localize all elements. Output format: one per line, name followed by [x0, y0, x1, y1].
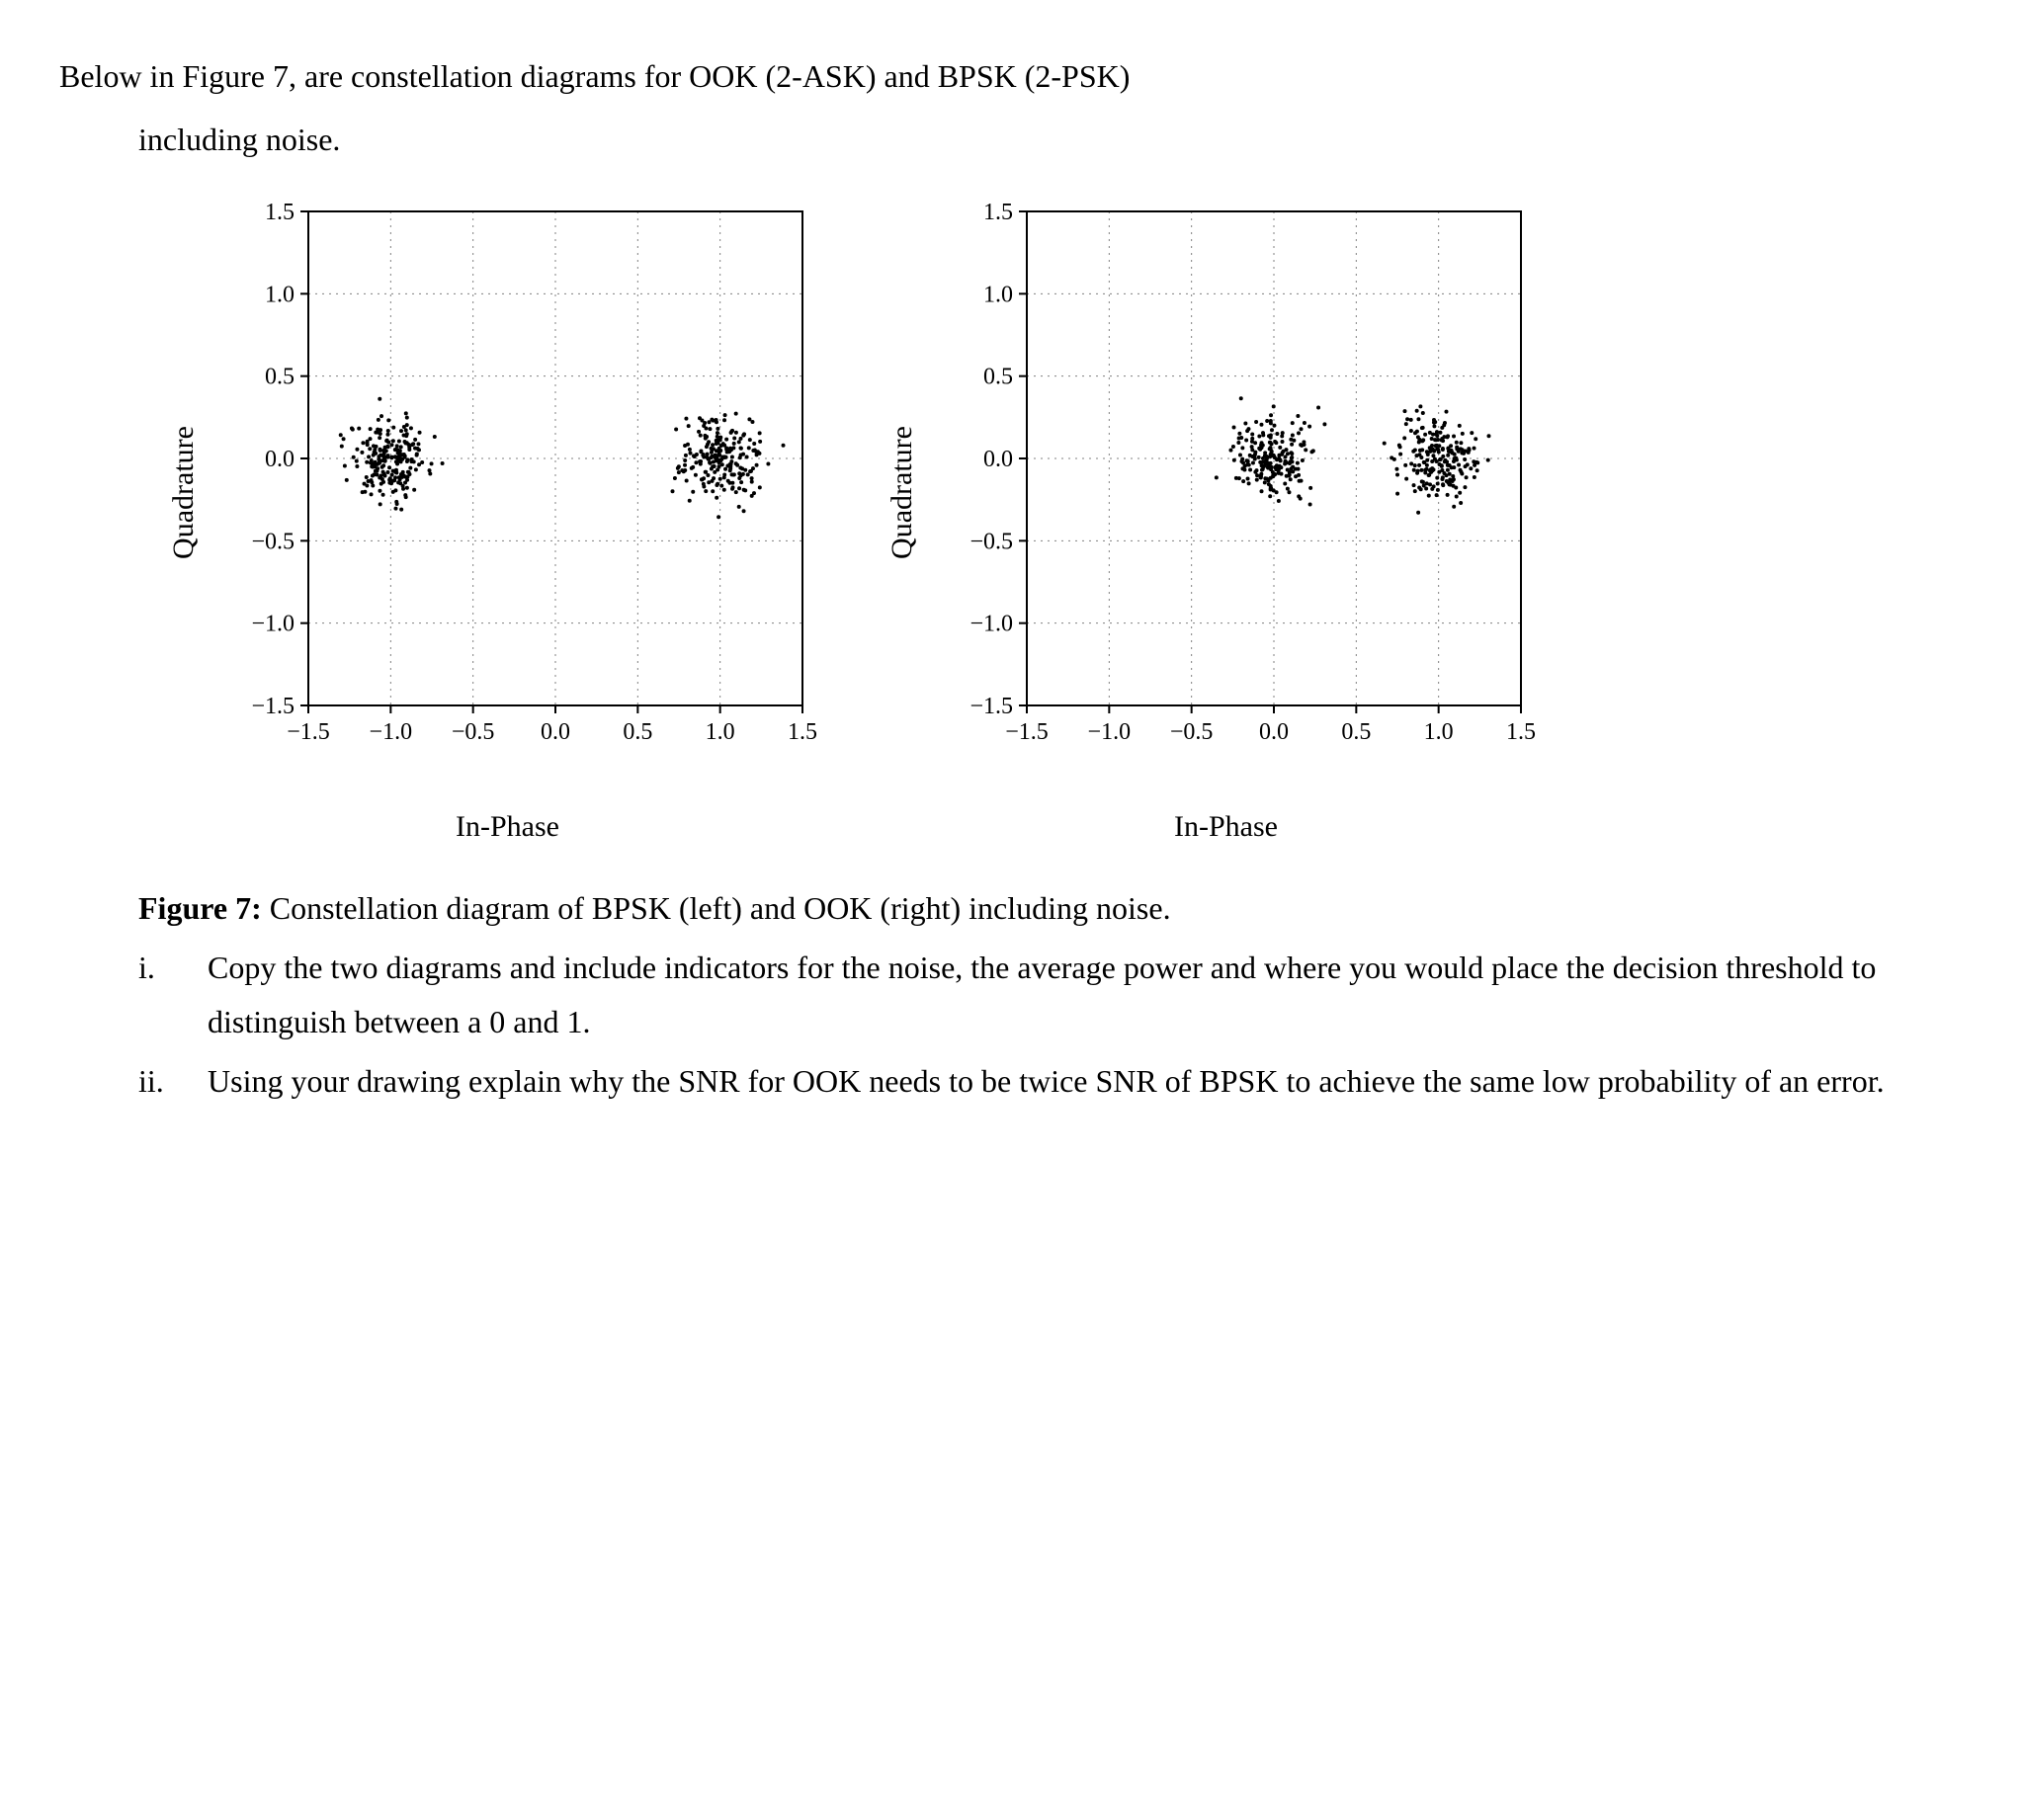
question-text-2: Using your drawing explain why the SNR f…: [208, 1054, 1963, 1108]
question-item-2: ii. Using your drawing explain why the S…: [138, 1054, 1963, 1108]
svg-text:−0.5: −0.5: [969, 529, 1013, 554]
svg-text:−0.5: −0.5: [1170, 719, 1214, 745]
question-item-1: i. Copy the two diagrams and include ind…: [138, 941, 1963, 1048]
svg-text:1.5: 1.5: [1506, 719, 1536, 745]
y-axis-label-right: Quadrature: [877, 426, 927, 559]
question-text-1: Copy the two diagrams and include indica…: [208, 941, 1963, 1048]
intro-text-line-1: Below in Figure 7, are constellation dia…: [59, 49, 1963, 103]
svg-text:1.0: 1.0: [983, 282, 1013, 307]
svg-text:0.0: 0.0: [541, 719, 570, 745]
svg-text:0.0: 0.0: [1259, 719, 1289, 745]
plot-bpsk: −1.5 −1.0 −0.5 0.0 0.5 1.0 1.5 −1.5 −1.0 −0.5 0.0 0…: [214, 187, 827, 799]
svg-text:0.5: 0.5: [623, 719, 652, 745]
svg-text:0.5: 0.5: [265, 364, 295, 389]
chart-bpsk: Quadrature −1.5−1.0−0.50.00.51.01.5−1.5−…: [158, 187, 827, 852]
svg-text:0.0: 0.0: [265, 447, 295, 472]
chart-ook: Quadrature −1.5−1.0−0.50.00.51.01.5−1.5−…: [877, 187, 1546, 852]
svg-text:0.5: 0.5: [983, 364, 1013, 389]
figure-caption-bold: Figure 7:: [138, 890, 262, 926]
svg-text:1.5: 1.5: [983, 200, 1013, 225]
svg-text:1.5: 1.5: [788, 719, 817, 745]
chart-row-container: Quadrature −1.5−1.0−0.50.00.51.01.5−1.5−…: [59, 187, 1963, 852]
svg-text:−1.5: −1.5: [287, 719, 330, 745]
x-axis-label-left: In-Phase: [426, 801, 559, 852]
intro-text-line-2: including noise.: [59, 113, 1963, 166]
svg-text:0.0: 0.0: [983, 447, 1013, 472]
y-axis-label-left: Quadrature: [158, 426, 209, 559]
question-number-2: ii.: [138, 1054, 208, 1108]
svg-text:−1.5: −1.5: [969, 694, 1013, 719]
svg-text:1.0: 1.0: [706, 719, 735, 745]
question-list: i. Copy the two diagrams and include ind…: [59, 941, 1963, 1108]
svg-text:−1.5: −1.5: [1005, 719, 1049, 745]
figure-caption: Figure 7: Constellation diagram of BPSK …: [59, 881, 1963, 935]
x-axis-label-right: In-Phase: [1144, 801, 1278, 852]
svg-text:1.0: 1.0: [265, 282, 295, 307]
svg-text:−0.5: −0.5: [452, 719, 495, 745]
plot-ook: −1.5 −1.0 −0.5 0.0 0.5 1.0 1.5 −1.5 −1.0 −0.5 0.0 0…: [933, 187, 1546, 799]
svg-text:−1.5: −1.5: [251, 694, 295, 719]
figure-caption-text: Constellation diagram of BPSK (left) and…: [262, 890, 1171, 926]
svg-text:−1.0: −1.0: [370, 719, 413, 745]
question-number-1: i.: [138, 941, 208, 1048]
svg-text:−0.5: −0.5: [251, 529, 295, 554]
svg-text:1.0: 1.0: [1424, 719, 1454, 745]
svg-text:−1.0: −1.0: [969, 611, 1013, 636]
svg-text:0.5: 0.5: [1341, 719, 1371, 745]
svg-text:−1.0: −1.0: [1088, 719, 1132, 745]
svg-text:1.5: 1.5: [265, 200, 295, 225]
svg-text:−1.0: −1.0: [251, 611, 295, 636]
